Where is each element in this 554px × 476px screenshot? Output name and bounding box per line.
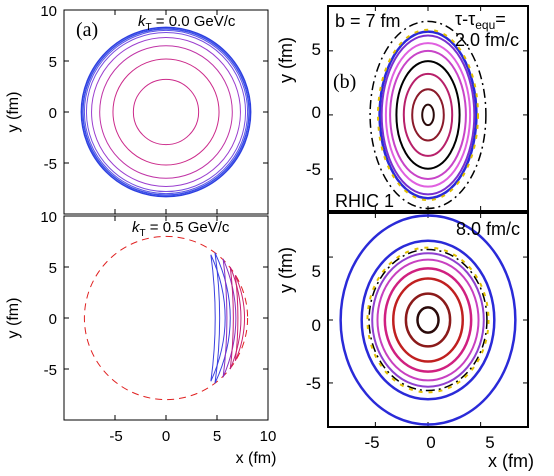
panel-b-bottom-xtick: 5 xyxy=(485,433,494,452)
crescent-contour xyxy=(229,266,242,370)
panel-a-top-ytick: 5 xyxy=(49,54,57,71)
tau-sub: equ xyxy=(475,18,495,32)
contour-line xyxy=(369,20,487,210)
contour-line xyxy=(395,60,461,170)
contour-line xyxy=(392,277,464,363)
panel-a-top-ylabel: y (fm) xyxy=(5,92,22,133)
panel-b-top-frame xyxy=(327,5,529,212)
panel-b-bottom-time: 8.0 fm/c xyxy=(456,219,520,239)
contour-line xyxy=(421,103,435,127)
panel-a-top-ytick: 0 xyxy=(49,105,57,122)
panel-b-bottom-label: RHIC 1 xyxy=(335,191,394,211)
panel-b-top-ytick: -5 xyxy=(306,160,321,179)
panel-a-top-contours xyxy=(64,10,268,214)
panel-b-top-ytick: 5 xyxy=(312,40,321,59)
contour-line xyxy=(339,214,517,426)
contour-line xyxy=(371,252,485,388)
panel-a-bottom-xtick: 0 xyxy=(162,428,170,445)
panel-a-label: (a) xyxy=(76,19,98,41)
kt-k: k xyxy=(138,13,147,30)
panel-a-bottom-xtick: 5 xyxy=(213,428,221,445)
panel-a-bottom-frame xyxy=(63,215,269,421)
panel-a-bottom-ytick: 5 xyxy=(49,260,57,277)
panel-b-bottom-xtick: -5 xyxy=(364,433,379,452)
crescent-contour xyxy=(214,252,231,384)
panel-b-top-time: 2.0 fm/c xyxy=(455,30,519,50)
crescent-contour xyxy=(210,254,226,382)
tau-prefix: τ-τ xyxy=(455,9,475,29)
panel-b-bottom-ylabel: y (fm) xyxy=(276,247,296,293)
contour-line xyxy=(404,292,452,348)
kt-rest: = 0.0 GeV/c xyxy=(152,13,236,30)
panel-b-bottom-xlabel: x (fm) xyxy=(488,451,534,471)
panel-a-bottom-ylabel: y (fm) xyxy=(5,298,22,339)
panel-a-bottom-ytick: -5 xyxy=(44,362,57,379)
reference-circle xyxy=(83,235,249,401)
panel-b-bottom-frame xyxy=(327,212,529,428)
contour-line xyxy=(402,72,454,157)
panel-b-top-ylabel: y (fm) xyxy=(276,37,296,83)
panel-a-bottom-contours xyxy=(64,216,268,420)
panel-b-bottom-xtick: 0 xyxy=(426,433,435,452)
panel-a-bottom-annotation: kT = 0.5 GeV/c xyxy=(132,219,230,239)
contour-line xyxy=(389,49,467,180)
crescent-contour xyxy=(234,274,246,362)
kt-rest: = 0.5 GeV/c xyxy=(146,219,230,236)
panel-b-top-contours xyxy=(328,6,528,211)
panel-a-bottom-xtick: 10 xyxy=(260,428,277,445)
panel-b-title-left: b = 7 fm xyxy=(335,11,401,31)
contour-line xyxy=(384,42,472,188)
panel-b-title-right: τ-τequ= xyxy=(455,9,506,32)
panel-b-bottom-ytick: -5 xyxy=(306,374,321,393)
panel-a-bottom-xlabel: x (fm) xyxy=(236,450,277,467)
panel-a-top-annotation: kT = 0.0 GeV/c xyxy=(138,13,236,33)
panel-a-top-ytick: -5 xyxy=(44,156,57,173)
contour-line xyxy=(416,306,440,334)
crescent-contour xyxy=(222,258,237,378)
panel-b-bottom-ytick: 5 xyxy=(312,262,321,281)
contour-line xyxy=(377,28,479,202)
kt-sub: T xyxy=(146,22,152,33)
contour-line xyxy=(99,45,233,179)
contour-line xyxy=(376,258,480,382)
contour-line xyxy=(411,88,445,142)
contour-line xyxy=(368,248,488,392)
contour-line xyxy=(82,28,250,196)
contour-line xyxy=(360,239,496,401)
contour-line xyxy=(366,246,490,394)
panel-b-label: (b) xyxy=(333,71,356,93)
contour-line xyxy=(380,34,476,196)
panel-b-bottom-ytick: 0 xyxy=(312,316,321,335)
panel-b-top: b = 7 fm τ-τequ= 2.0 fm/c (b) RHIC 1 5 0… xyxy=(276,5,529,212)
panel-b-bottom-contours xyxy=(328,213,528,427)
contour-line xyxy=(112,58,220,166)
panel-a-bottom: kT = 0.5 GeV/c 10 5 0 -5 -5 0 5 10 y (fm… xyxy=(5,209,276,467)
panel-a-bottom-ytick: 0 xyxy=(49,311,57,328)
panel-a-top-frame xyxy=(63,9,269,215)
contour-line xyxy=(85,31,247,193)
panel-a-top-ytick: 10 xyxy=(40,3,57,20)
panel-a-bottom-ytick: 10 xyxy=(40,209,57,226)
contour-line xyxy=(383,267,473,373)
panel-b-bottom: 8.0 fm/c 5 0 -5 -5 0 5 y (fm) x (fm) xyxy=(276,212,534,471)
panel-a-top: (a) kT = 0.0 GeV/c 10 5 0 -5 y (fm) xyxy=(5,3,269,215)
contour-line xyxy=(132,78,200,146)
kt-k: k xyxy=(132,219,141,236)
contour-line xyxy=(83,29,249,195)
contour-line xyxy=(91,37,241,187)
tau-suffix: = xyxy=(495,9,506,29)
contour-line xyxy=(80,26,252,198)
kt-sub: T xyxy=(140,228,146,239)
contour-line xyxy=(378,30,478,200)
panel-a-bottom-xtick: -5 xyxy=(109,428,122,445)
panel-b-top-ytick: 0 xyxy=(312,103,321,122)
